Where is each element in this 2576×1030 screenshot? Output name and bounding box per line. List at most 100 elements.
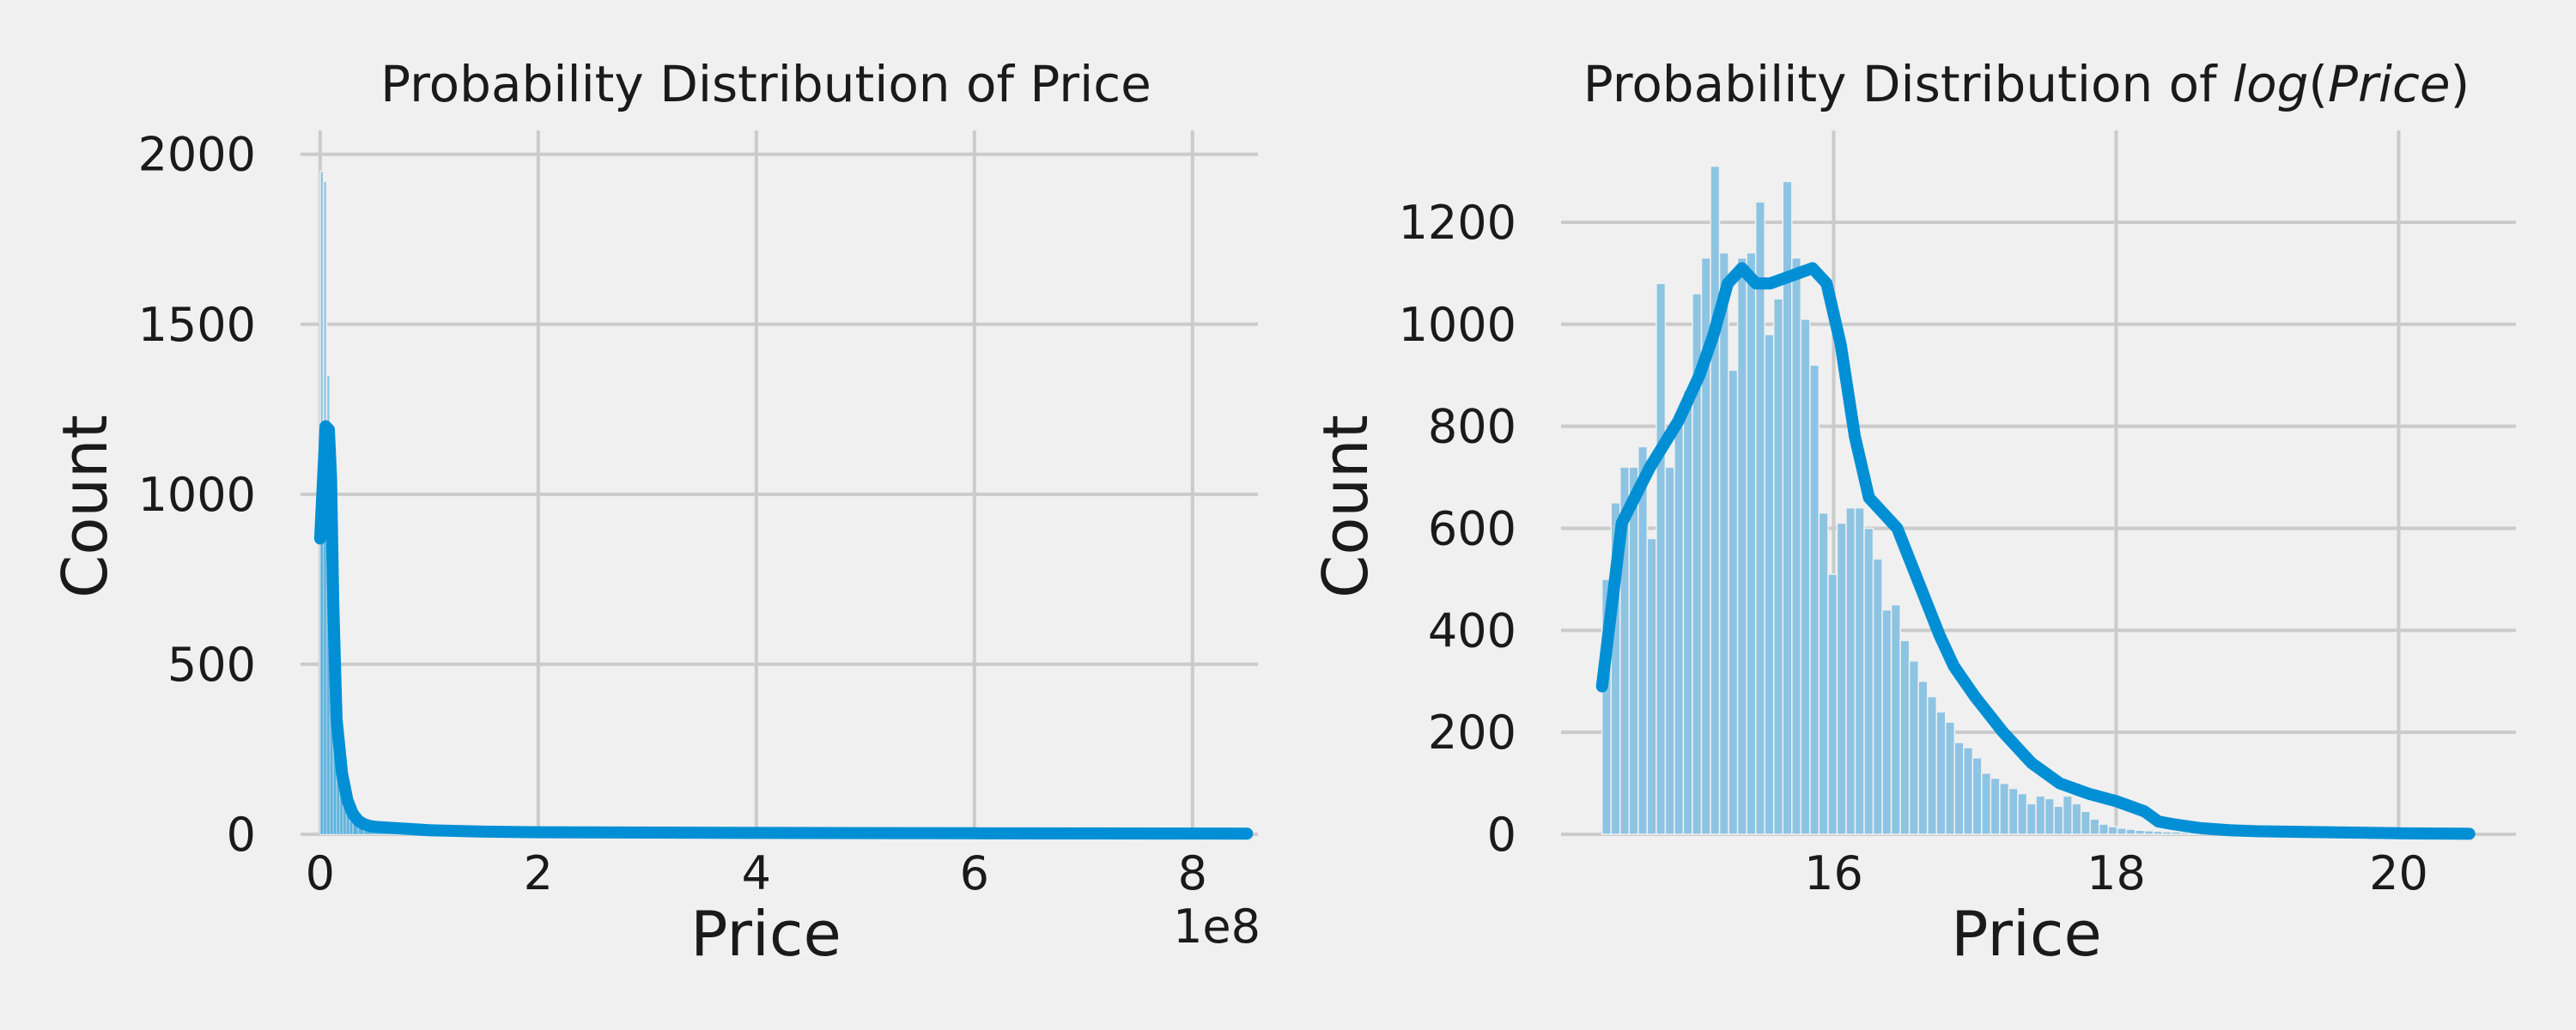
histogram-bar — [2117, 827, 2128, 835]
histogram-bars — [319, 170, 1249, 835]
histogram-bar — [1656, 282, 1667, 835]
histogram-bar — [2143, 830, 2154, 835]
y-tick-label: 500 — [167, 638, 256, 692]
histogram-bar — [1628, 466, 1639, 835]
histogram-bar — [1935, 711, 1947, 835]
histogram-bar — [2044, 797, 2055, 835]
histogram-bar — [2026, 803, 2037, 835]
histogram-bar — [1710, 165, 1721, 835]
histogram-bar — [1899, 639, 1911, 835]
histogram-bar — [2008, 787, 2019, 835]
histogram-bar — [1637, 445, 1649, 835]
y-tick-label: 800 — [1428, 400, 1516, 454]
y-tick-label: 1500 — [138, 298, 256, 352]
histogram-bar — [1845, 506, 1856, 835]
x-tick-label: 6 — [960, 846, 989, 900]
title-italic-log: log — [2233, 55, 2308, 113]
y-tick-label: 1200 — [1399, 196, 1516, 250]
x-tick-label: 8 — [1178, 846, 1207, 900]
histogram-bar — [1990, 777, 2001, 835]
kde-line — [1595, 262, 2476, 840]
histogram-bar — [1971, 757, 1983, 835]
histogram-bar — [1746, 251, 1757, 835]
histogram-bar — [1854, 506, 1865, 835]
chart-log-price: Probability Distribution of log(Price) 0… — [1309, 55, 2516, 970]
y-tick-label: 400 — [1428, 603, 1516, 657]
histogram-bar — [1926, 695, 1937, 835]
chart-title: Probability Distribution of log(Price) — [1583, 55, 2470, 113]
histogram-bar — [1945, 721, 1956, 835]
y-axis-label: Count — [1309, 415, 1382, 598]
histogram-bar — [1827, 573, 1838, 835]
y-tick-label: 2000 — [138, 128, 256, 182]
title-paren-open: ( — [2308, 55, 2328, 113]
kde-fill — [319, 426, 1248, 834]
y-tick-label: 0 — [1487, 808, 1516, 862]
histogram-bar — [2053, 805, 2064, 835]
histogram-bar — [2098, 823, 2110, 835]
x-axis-label: Price — [1951, 898, 2102, 970]
histogram-bar — [1809, 364, 1820, 835]
histogram-bar — [1999, 782, 2010, 835]
x-tick-label: 4 — [742, 846, 771, 900]
histogram-bar — [2080, 810, 2091, 835]
x-tick-label: 2 — [524, 846, 553, 900]
kde-curve — [313, 420, 1254, 840]
histogram-bar — [1800, 318, 1811, 835]
histogram-bar — [1674, 425, 1685, 835]
histogram-bar — [2135, 829, 2146, 835]
title-paren-close: ) — [2451, 55, 2470, 113]
x-axis-label: Price — [690, 898, 841, 970]
histogram-bars — [1601, 165, 2435, 835]
histogram-bar — [2107, 826, 2118, 835]
histogram-bar — [2071, 803, 2082, 835]
grid — [301, 130, 1258, 836]
histogram-bar — [1908, 660, 1919, 835]
histogram-bar — [1818, 512, 1829, 835]
histogram-bar — [1718, 251, 1729, 835]
histogram-bar — [2035, 795, 2046, 835]
histogram-bar — [1917, 680, 1929, 835]
histogram-bar — [2161, 831, 2172, 835]
histogram-bar — [2179, 831, 2190, 835]
histogram-bar — [1646, 537, 1657, 835]
title-text: Probability Distribution of — [1583, 55, 2233, 113]
histogram-bar — [2062, 795, 2073, 835]
histogram-bar — [1754, 201, 1765, 835]
title-italic-price: Price — [2328, 55, 2451, 113]
x-offset-label: 1e8 — [1173, 900, 1261, 954]
tick-labels: 0 500 1000 1500 2000 0 2 4 6 8 — [138, 128, 1207, 900]
histogram-bar — [1682, 390, 1693, 835]
histogram-bar — [1963, 747, 1974, 835]
tick-labels: 0 200 400 600 800 1000 1200 16 18 20 — [1399, 196, 2428, 900]
histogram-bar — [1981, 772, 1992, 835]
y-tick-label: 1000 — [138, 468, 256, 522]
histogram-bar — [1890, 603, 1901, 835]
y-axis-label: Count — [49, 415, 121, 598]
x-tick-label: 16 — [1804, 846, 1863, 900]
histogram-bar — [1772, 298, 1784, 835]
histogram-bar — [1953, 742, 1965, 835]
chart-price: Probability Distribution of Price 0 500 10… — [49, 55, 1261, 970]
x-tick-label: 18 — [2087, 846, 2146, 900]
histogram-bar — [2171, 831, 2182, 835]
histogram-bar — [2089, 818, 2100, 835]
kde-line — [313, 420, 1254, 840]
y-tick-label: 600 — [1428, 501, 1516, 555]
histogram-bar — [1736, 257, 1747, 835]
histogram-bar — [1863, 527, 1874, 835]
histogram-bar — [1881, 609, 1893, 835]
y-tick-label: 200 — [1428, 706, 1516, 760]
y-tick-label: 0 — [227, 808, 256, 862]
histogram-bar — [2017, 792, 2028, 835]
histogram-bar — [2125, 828, 2136, 835]
y-tick-label: 1000 — [1399, 298, 1516, 352]
histogram-bar — [1872, 558, 1883, 835]
histogram-bar — [1728, 369, 1739, 835]
histogram-bar — [1836, 522, 1847, 835]
histogram-bar — [1764, 333, 1775, 835]
histogram-bar — [1664, 466, 1675, 835]
histogram-bar — [2153, 830, 2164, 835]
x-tick-label: 20 — [2369, 846, 2428, 900]
